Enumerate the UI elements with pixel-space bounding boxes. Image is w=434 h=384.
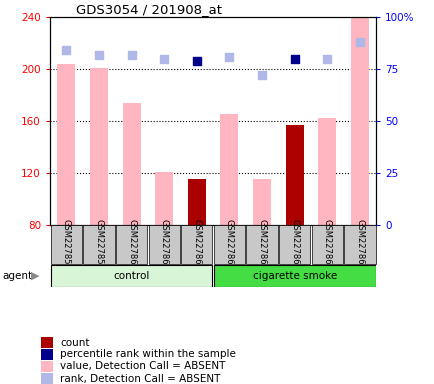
Text: agent: agent — [2, 271, 32, 281]
FancyBboxPatch shape — [115, 225, 147, 264]
FancyBboxPatch shape — [181, 225, 212, 264]
Text: GSM227864: GSM227864 — [322, 219, 331, 270]
Bar — [253, 179, 270, 225]
Text: percentile rank within the sample: percentile rank within the sample — [60, 349, 236, 359]
Point — [193, 58, 200, 64]
Text: GSM227858: GSM227858 — [62, 219, 71, 270]
Text: GSM227865: GSM227865 — [355, 219, 364, 270]
Bar — [41, 338, 53, 348]
FancyBboxPatch shape — [83, 225, 115, 264]
Text: rank, Detection Call = ABSENT: rank, Detection Call = ABSENT — [60, 374, 220, 384]
Bar — [122, 103, 140, 225]
Text: GSM227867: GSM227867 — [192, 219, 201, 270]
Bar — [220, 114, 238, 225]
Text: GSM227862: GSM227862 — [257, 219, 266, 270]
FancyBboxPatch shape — [343, 225, 375, 264]
FancyBboxPatch shape — [311, 225, 342, 264]
Point — [226, 54, 233, 60]
Point — [323, 56, 330, 62]
Text: GSM227859: GSM227859 — [94, 219, 103, 270]
Point — [161, 56, 168, 62]
Text: cigarette smoke: cigarette smoke — [252, 271, 336, 281]
Text: GSM227863: GSM227863 — [289, 219, 299, 270]
Text: value, Detection Call = ABSENT: value, Detection Call = ABSENT — [60, 361, 225, 371]
Point — [62, 47, 69, 53]
Bar — [90, 68, 108, 225]
Bar — [187, 179, 205, 225]
FancyBboxPatch shape — [279, 225, 310, 264]
Text: GDS3054 / 201908_at: GDS3054 / 201908_at — [76, 3, 222, 16]
Text: control: control — [113, 271, 149, 281]
FancyBboxPatch shape — [50, 225, 82, 264]
Point — [95, 51, 102, 58]
FancyBboxPatch shape — [214, 265, 375, 287]
Bar — [41, 361, 53, 372]
Bar — [318, 118, 335, 225]
Bar — [41, 373, 53, 384]
FancyBboxPatch shape — [50, 265, 212, 287]
Point — [128, 51, 135, 58]
Bar — [350, 17, 368, 225]
Text: GSM227866: GSM227866 — [159, 219, 168, 270]
Point — [290, 56, 297, 62]
Point — [258, 72, 265, 78]
Text: GSM227860: GSM227860 — [127, 219, 136, 270]
Text: GSM227861: GSM227861 — [224, 219, 233, 270]
Bar — [285, 125, 303, 225]
Bar — [155, 172, 173, 225]
Point — [356, 39, 363, 45]
Bar — [41, 349, 53, 359]
FancyBboxPatch shape — [148, 225, 179, 264]
FancyBboxPatch shape — [214, 225, 245, 264]
Text: count: count — [60, 338, 89, 348]
FancyBboxPatch shape — [246, 225, 277, 264]
Bar — [57, 64, 75, 225]
Text: ▶: ▶ — [31, 271, 40, 281]
